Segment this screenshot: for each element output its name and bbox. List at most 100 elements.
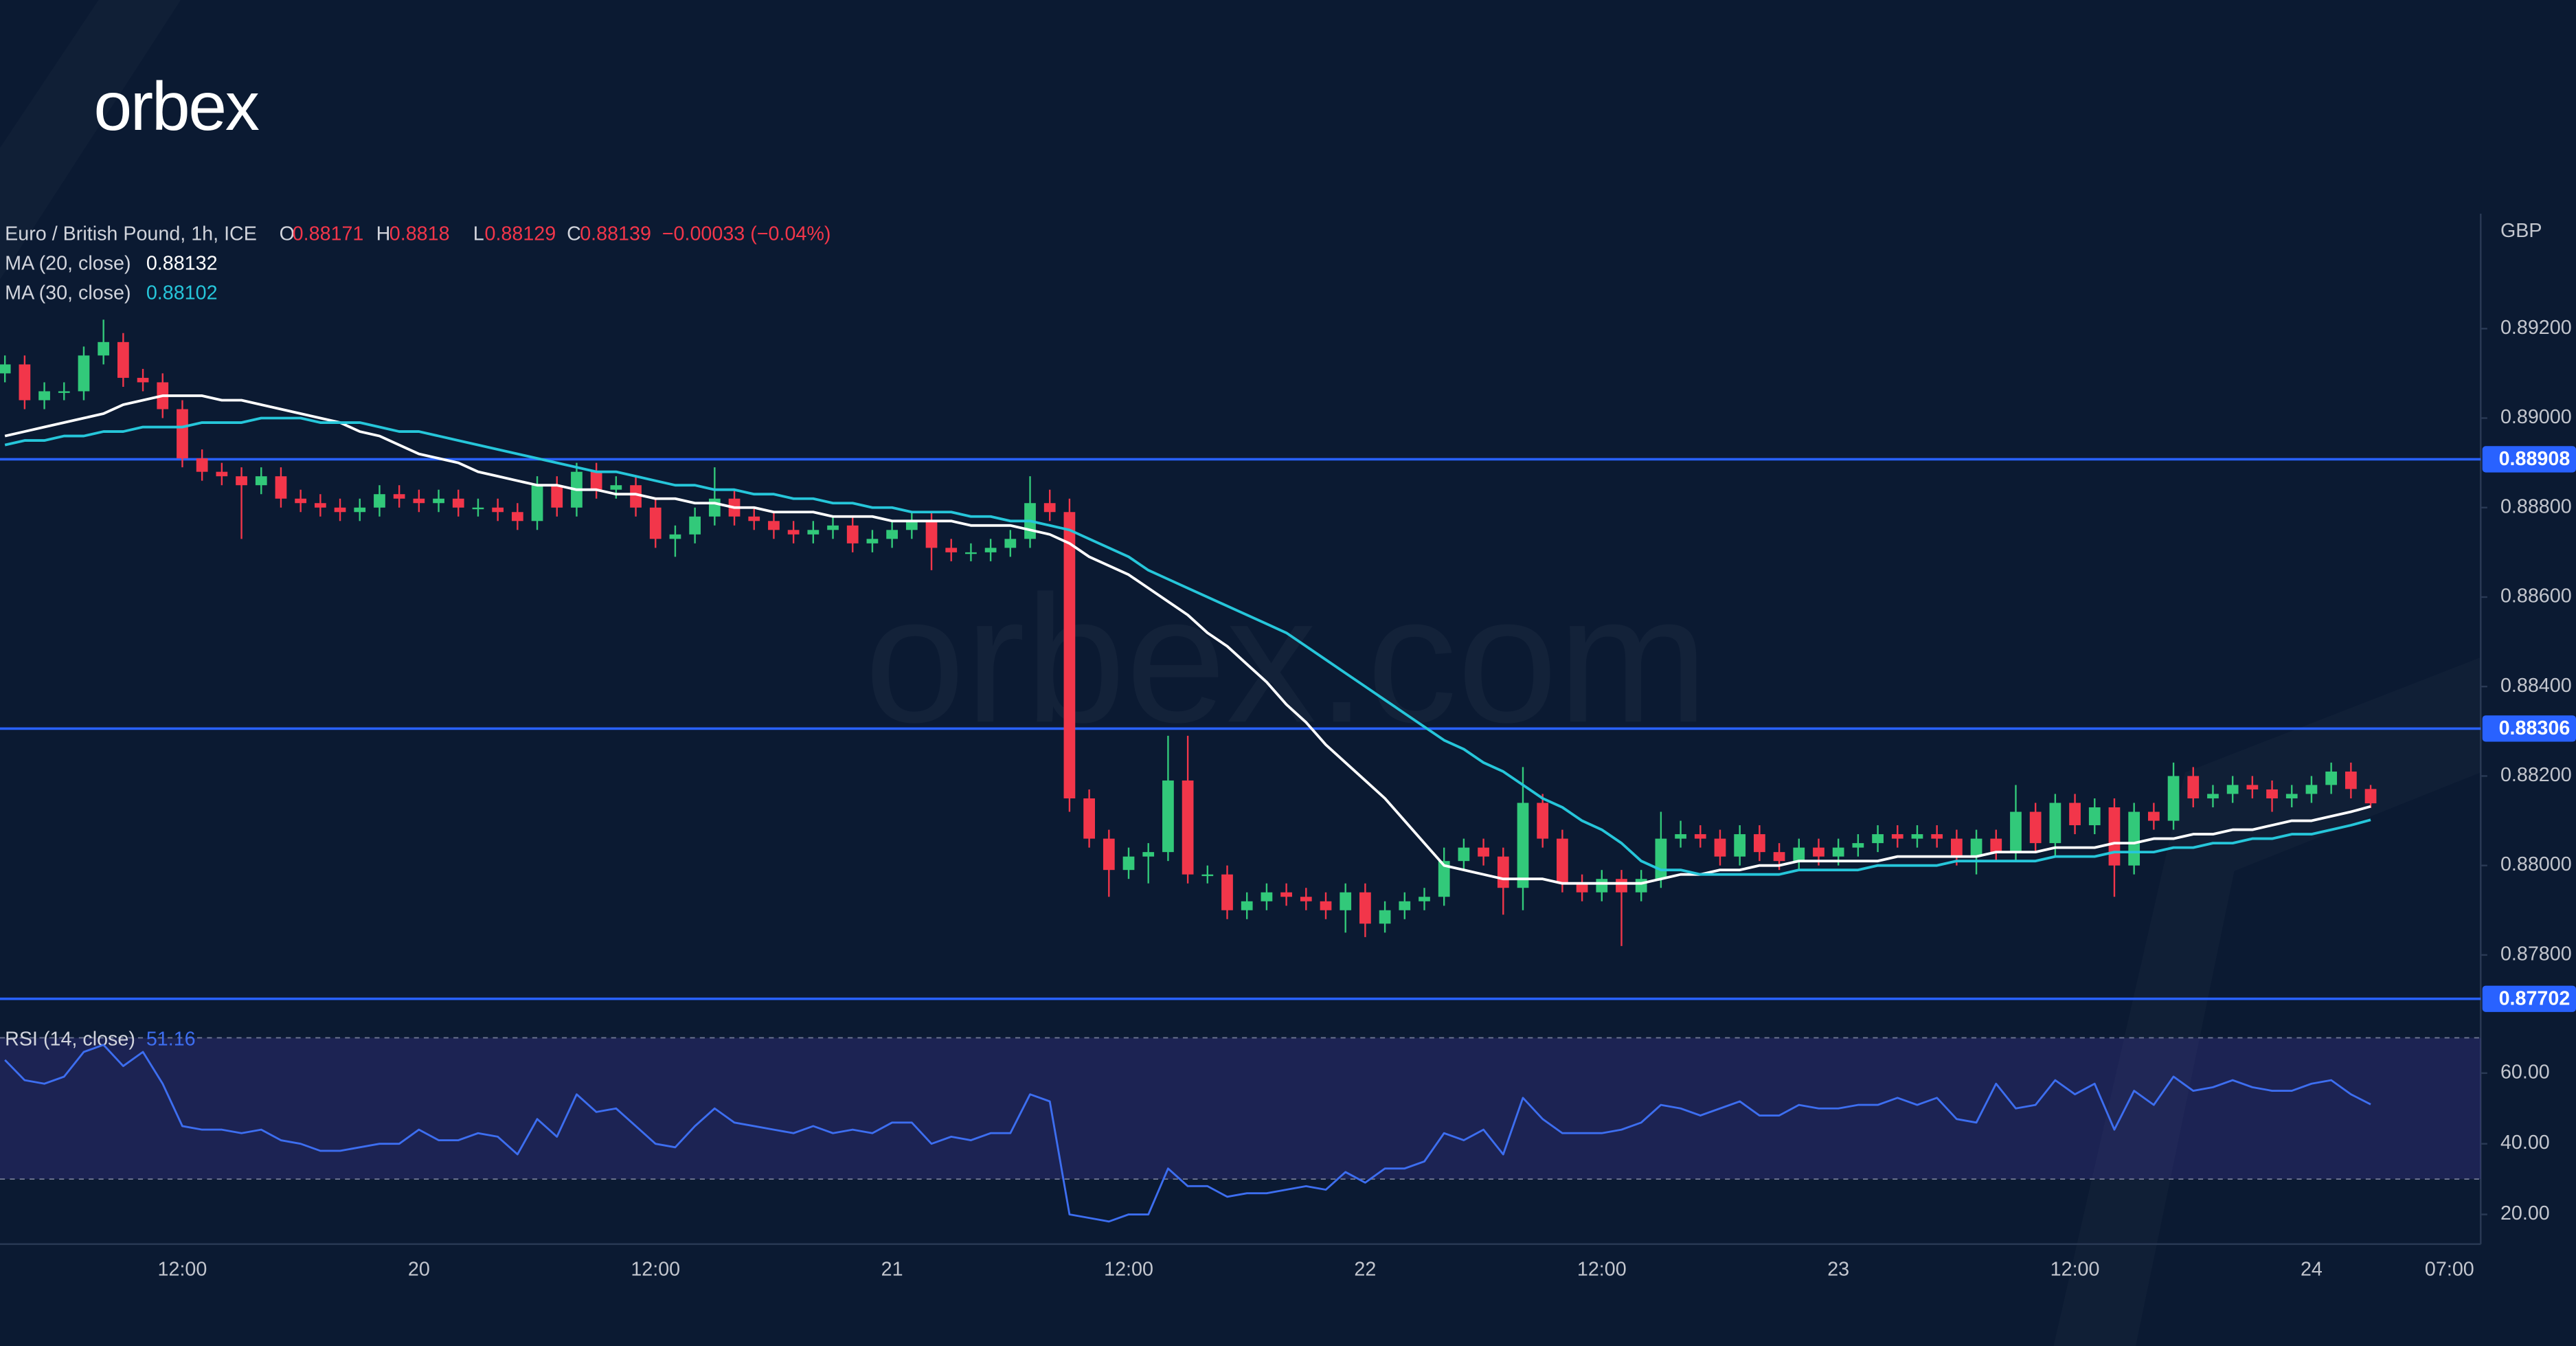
- rsi-line: [4, 1044, 2371, 1223]
- candle-body: [2010, 811, 2022, 853]
- candle-body: [1182, 780, 1194, 875]
- currency: GBP: [2500, 220, 2542, 242]
- candle-body: [2285, 794, 2298, 798]
- candle-body: [78, 355, 90, 392]
- x-tick-label: 22: [1354, 1259, 1376, 1281]
- candle-body: [1043, 503, 1056, 513]
- candle-body: [925, 521, 938, 548]
- x-tick-label: 23: [1827, 1259, 1849, 1281]
- symbol-title: Euro / British Pound, 1h, ICE: [5, 223, 257, 245]
- x-tick-label: 07:00: [2425, 1259, 2474, 1281]
- candle-body: [0, 364, 11, 374]
- candle-body: [511, 512, 523, 521]
- x-tick-label: 12:00: [1577, 1259, 1627, 1281]
- candle-body: [1754, 834, 1765, 853]
- candle-body: [945, 548, 958, 552]
- candle-body: [216, 471, 228, 477]
- candle-body: [827, 525, 839, 530]
- candle-body: [38, 391, 50, 401]
- y-tick-label: 0.89000: [2500, 406, 2572, 428]
- candle-body: [1872, 834, 1884, 844]
- candle-body: [196, 458, 208, 472]
- candle-body: [1379, 910, 1391, 924]
- candle-body: [610, 485, 622, 490]
- candle-body: [1201, 874, 1214, 877]
- change: −0.00033 (−0.04%): [662, 223, 831, 245]
- candle-body: [2187, 776, 2200, 798]
- candle-body: [1063, 512, 1076, 798]
- candle-body: [1280, 892, 1292, 897]
- ma-line: [4, 394, 2371, 885]
- candle-body: [2305, 785, 2318, 794]
- candle-body: [905, 521, 918, 530]
- rsi-tick-label: 60.00: [2500, 1061, 2550, 1083]
- candle-body: [1399, 901, 1411, 910]
- candle-body: [1300, 897, 1312, 901]
- candle-body: [1832, 847, 1844, 857]
- candle-body: [1970, 838, 1982, 857]
- candle-body: [551, 485, 563, 508]
- candle-body: [1675, 834, 1686, 839]
- candle-body: [1438, 861, 1450, 897]
- level-label: 0.88908: [2499, 448, 2571, 470]
- candle-body: [1616, 879, 1627, 893]
- candle-body: [236, 476, 247, 486]
- ma-line: [4, 416, 2371, 876]
- rsi-tick-label: 20.00: [2500, 1202, 2550, 1224]
- y-tick-label: 0.87800: [2500, 943, 2572, 965]
- candle-body: [1911, 834, 1923, 839]
- x-tick-label: 12:00: [2050, 1259, 2100, 1281]
- candle-body: [117, 341, 129, 378]
- candle-body: [1694, 834, 1706, 839]
- candle-body: [452, 498, 464, 508]
- candle-body: [58, 391, 70, 393]
- ohlc-value: 0.88129: [485, 223, 556, 245]
- candle-body: [472, 507, 484, 510]
- legend-value: 0.88102: [146, 282, 218, 304]
- candle-body: [649, 507, 662, 539]
- candle-body: [2128, 811, 2140, 866]
- candle-body: [2345, 771, 2357, 789]
- candle-body: [1891, 834, 1903, 839]
- ohlc-value: 0.8818: [389, 223, 450, 245]
- candle-body: [295, 498, 307, 504]
- candle-body: [1497, 856, 1509, 888]
- rsi-value: 51.16: [146, 1029, 196, 1051]
- x-tick-label: 21: [881, 1259, 903, 1281]
- level-label-box: [2482, 715, 2576, 742]
- candle-body: [1852, 843, 1864, 848]
- candle-body: [2364, 789, 2377, 804]
- candle-body: [984, 548, 997, 552]
- candle-body: [19, 364, 31, 401]
- ohlc-value: 0.88171: [293, 223, 364, 245]
- candle-body: [1635, 879, 1647, 893]
- candle-body: [1359, 892, 1371, 924]
- x-tick-label: 12:00: [1104, 1259, 1153, 1281]
- candle-body: [334, 507, 346, 513]
- candle-body: [630, 485, 642, 508]
- candle-body: [2207, 794, 2219, 798]
- candle-body: [2069, 803, 2081, 826]
- candle-body: [1142, 852, 1155, 857]
- candle-body: [866, 539, 879, 543]
- ohlc-label: H: [376, 223, 391, 245]
- y-tick-label: 0.88200: [2500, 764, 2572, 786]
- ohlc-label: L: [473, 223, 484, 245]
- candle-body: [965, 552, 977, 554]
- candle-body: [354, 507, 366, 513]
- candle-body: [590, 471, 602, 490]
- candle-body: [1714, 838, 1726, 857]
- candle-body: [1990, 838, 2002, 853]
- logo: orbex: [93, 68, 259, 145]
- legend-value: 0.88132: [146, 253, 218, 275]
- candle-body: [255, 476, 267, 486]
- candle-body: [2226, 785, 2239, 794]
- candle-body: [433, 498, 444, 504]
- candle-body: [2246, 785, 2259, 789]
- y-tick-label: 0.88600: [2500, 585, 2572, 607]
- level-label-box: [2482, 446, 2576, 473]
- candle-body: [2266, 789, 2278, 798]
- candle-body: [98, 341, 110, 356]
- rsi-label: RSI (14, close): [5, 1029, 135, 1051]
- candle-body: [1340, 892, 1352, 910]
